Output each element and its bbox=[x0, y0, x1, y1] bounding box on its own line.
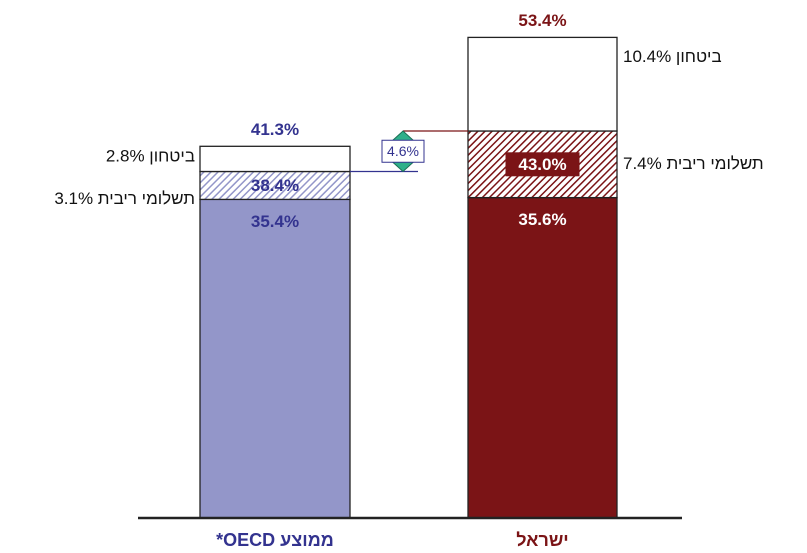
arrow-head bbox=[390, 130, 416, 142]
bar-segment bbox=[199, 145, 351, 173]
arrow-head bbox=[390, 161, 416, 173]
subtotal-label: 38.4% bbox=[251, 176, 299, 195]
bar-segment bbox=[199, 170, 351, 201]
segment-label: תשלומי ריבית 3.1% bbox=[54, 189, 195, 208]
total-label: 53.4% bbox=[518, 11, 566, 30]
bar-segment bbox=[199, 198, 351, 519]
annotation: 4.6% bbox=[387, 143, 419, 159]
annotation-box bbox=[381, 139, 425, 163]
subtotal-label: 43.0% bbox=[518, 155, 566, 174]
segment-label: ביטחון 2.8% bbox=[106, 146, 195, 165]
segment-label: ביטחון 10.4% bbox=[623, 47, 722, 66]
bar-segment bbox=[467, 36, 618, 132]
value-label: 35.4% bbox=[251, 212, 299, 231]
label-box bbox=[505, 152, 580, 177]
bar-segment bbox=[467, 196, 618, 519]
total-label: 41.3% bbox=[251, 120, 299, 139]
value-label: 35.6% bbox=[518, 210, 566, 229]
x-tick-label: ממוצע OECD* bbox=[216, 530, 334, 550]
x-tick-label: ישראל bbox=[516, 530, 569, 550]
segment-label: תשלומי ריבית 7.4% bbox=[623, 154, 764, 173]
